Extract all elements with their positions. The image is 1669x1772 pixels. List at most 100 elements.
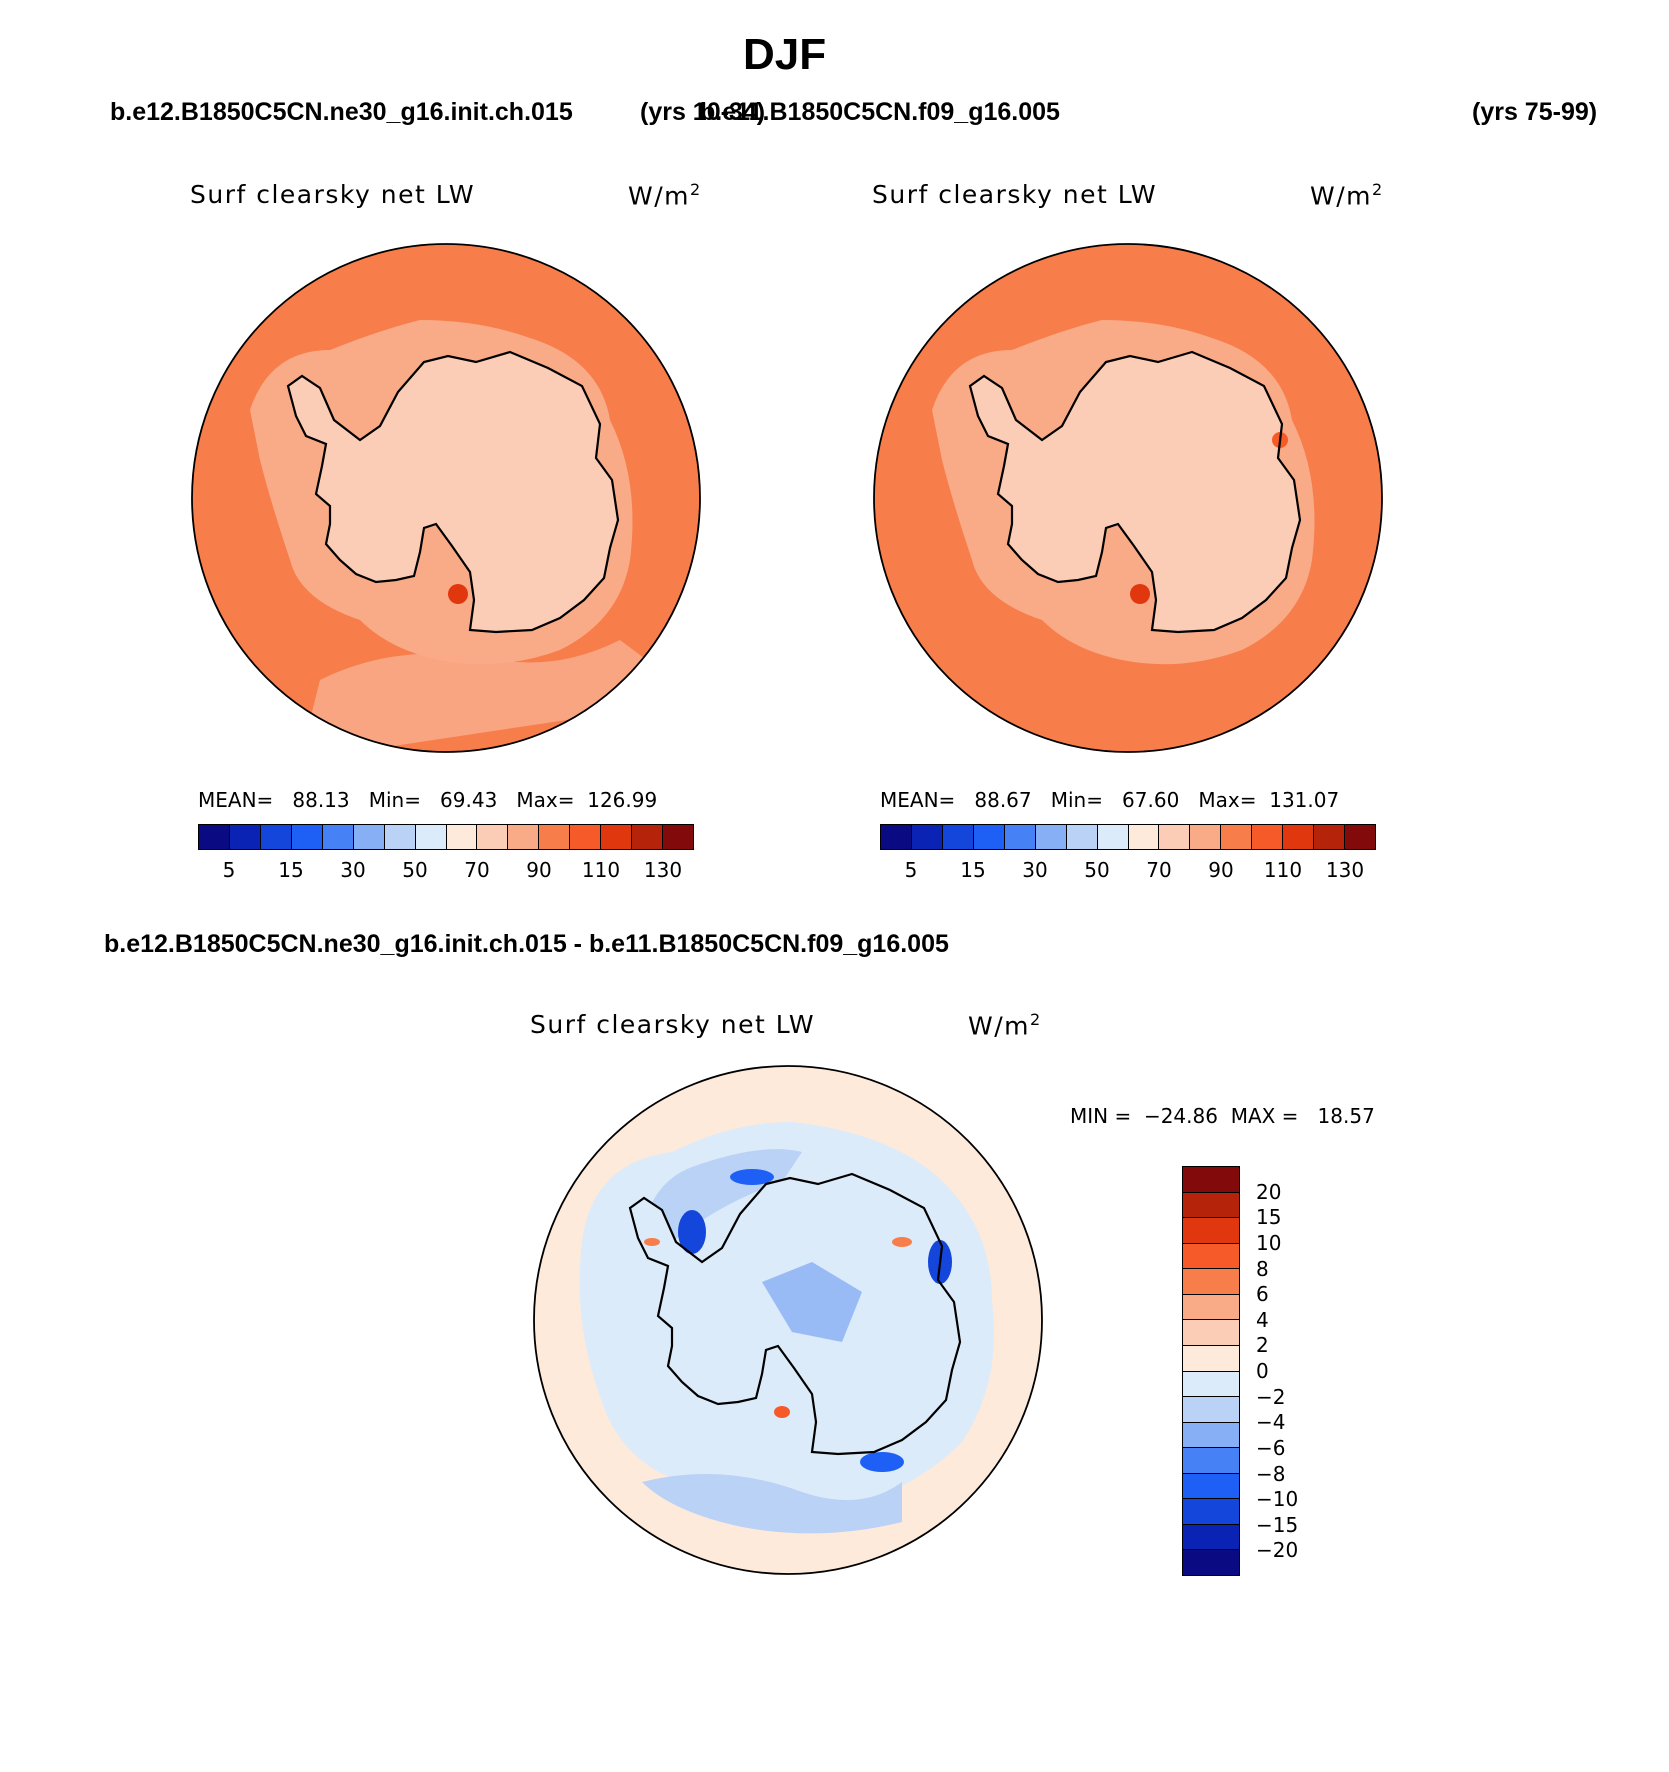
colorbar-swatch <box>352 825 384 849</box>
colorbar-swatch <box>1313 825 1345 849</box>
left-min-value: 69.43 <box>440 788 498 812</box>
colorbar-tick-label: 50 <box>1084 858 1110 882</box>
diff-map-strong-neg-1 <box>678 1210 706 1254</box>
right-mean-label: MEAN= <box>880 788 956 812</box>
diff-map-border <box>533 1065 1043 1575</box>
colorbar-swatch <box>383 825 415 849</box>
left-units-label: W/m2 <box>628 180 702 211</box>
colorbar-swatch <box>445 825 477 849</box>
colorbar-swatch <box>1183 1396 1239 1422</box>
colorbar-swatch <box>1003 825 1035 849</box>
colorbar-swatch <box>476 825 508 849</box>
diff-min-value: −24.86 <box>1143 1104 1218 1128</box>
colorbar-tick-label: 50 <box>402 858 428 882</box>
colorbar-tick-label: −6 <box>1256 1435 1286 1460</box>
right-map-hotspot <box>1130 584 1150 604</box>
colorbar-tick-label: −8 <box>1256 1461 1286 1486</box>
colorbar-swatch <box>1183 1191 1239 1218</box>
colorbar-swatch <box>1282 825 1314 849</box>
colorbar-tick-label: 90 <box>1208 858 1234 882</box>
colorbar-tick-label: 30 <box>340 858 366 882</box>
colorbar-swatch <box>600 825 632 849</box>
colorbar-tick-label: 130 <box>1325 858 1365 882</box>
colorbar-swatch <box>1158 825 1190 849</box>
colorbar-swatch <box>1183 1472 1239 1499</box>
colorbar-tick-label: 10 <box>1256 1230 1282 1255</box>
right-max-value: 131.07 <box>1269 788 1340 812</box>
colorbar-tick-label: 15 <box>1256 1205 1282 1230</box>
colorbar-swatch <box>941 825 973 849</box>
right-min-label: Min= <box>1050 788 1103 812</box>
left-max-label: Max= <box>516 788 575 812</box>
colorbar-swatch <box>1183 1167 1239 1192</box>
colorbar-swatch <box>1183 1217 1239 1243</box>
colorbar-swatch <box>569 825 601 849</box>
left-min-label: Min= <box>368 788 421 812</box>
colorbar-swatch <box>1183 1523 1239 1550</box>
colorbar-swatch <box>414 825 446 849</box>
left-mean-value: 88.13 <box>292 788 350 812</box>
diff-title: b.e12.B1850C5CN.ne30_g16.init.ch.015 - b… <box>104 930 949 958</box>
colorbar-tick-label: −10 <box>1256 1487 1299 1512</box>
colorbar-tick-label: 20 <box>1256 1179 1282 1204</box>
colorbar-tick-label: −15 <box>1256 1512 1299 1537</box>
colorbar-swatch <box>662 825 693 849</box>
colorbar-tick-label: −20 <box>1256 1538 1299 1563</box>
colorbar-tick-label: 8 <box>1256 1256 1269 1281</box>
diff-map-pos-1 <box>892 1237 912 1247</box>
colorbar-tick-label: 110 <box>1263 858 1303 882</box>
right-min-value: 67.60 <box>1122 788 1180 812</box>
diff-map-interior-neg <box>762 1262 862 1342</box>
colorbar-swatch <box>1183 1447 1239 1473</box>
diff-map-pos-2 <box>774 1406 790 1418</box>
colorbar-swatch <box>259 825 291 849</box>
colorbar-swatch <box>881 825 911 849</box>
colorbar-swatch <box>538 825 570 849</box>
colorbar-swatch <box>1183 1242 1239 1269</box>
colorbar-tick-label: 4 <box>1256 1307 1269 1332</box>
colorbar-swatch <box>1251 825 1283 849</box>
colorbar-swatch <box>1127 825 1159 849</box>
colorbar-tick-label: 5 <box>904 858 918 882</box>
left-map <box>192 244 700 752</box>
diff-variable-label: Surf clearsky net LW <box>530 1010 816 1039</box>
colorbar-tick-label: 2 <box>1256 1333 1269 1358</box>
right-map <box>874 244 1382 752</box>
case-b-years: (yrs 75-99) <box>1472 98 1598 126</box>
colorbar-swatch <box>1183 1370 1239 1397</box>
right-colorbar <box>880 824 1376 850</box>
colorbar-swatch <box>1189 825 1221 849</box>
difference-map <box>534 1066 1042 1574</box>
colorbar-tick-label: 6 <box>1256 1282 1269 1307</box>
diff-min-label: MIN = <box>1070 1104 1132 1128</box>
colorbar-swatch <box>1344 825 1375 849</box>
right-mean-value: 88.67 <box>974 788 1032 812</box>
diff-colorbar <box>1182 1166 1240 1576</box>
case-b-label: b.e11.B1850C5CN.f09_g16.005 <box>700 98 1060 126</box>
diff-map-strong-neg-4 <box>730 1169 774 1185</box>
colorbar-swatch <box>507 825 539 849</box>
colorbar-tick-label: 5 <box>222 858 236 882</box>
colorbar-tick-label: 70 <box>1146 858 1172 882</box>
colorbar-tick-label: 90 <box>526 858 552 882</box>
colorbar-swatch <box>321 825 353 849</box>
diff-map-strong-neg-3 <box>860 1452 904 1472</box>
colorbar-tick-label: 15 <box>278 858 304 882</box>
colorbar-tick-label: −4 <box>1256 1410 1286 1435</box>
diff-colorbar-ticks: 20 15 10 8 6 4 2 0 −2 −4 −6 −8 −10 −15 −20 <box>1256 1166 1336 1576</box>
colorbar-tick-label: 0 <box>1256 1359 1269 1383</box>
colorbar-swatch <box>1183 1344 1239 1371</box>
right-units-label: W/m2 <box>1310 180 1384 211</box>
left-colorbar <box>198 824 694 850</box>
colorbar-swatch <box>1065 825 1097 849</box>
left-max-value: 126.99 <box>587 788 658 812</box>
colorbar-swatch <box>1183 1549 1239 1575</box>
diff-max-label: MAX = <box>1230 1104 1299 1128</box>
right-map-border <box>873 243 1383 753</box>
left-map-plume <box>300 640 700 752</box>
colorbar-swatch <box>1183 1268 1239 1294</box>
colorbar-swatch <box>910 825 942 849</box>
diff-stats: MIN = −24.86 MAX = 18.57 <box>1070 1104 1375 1128</box>
colorbar-swatch <box>199 825 229 849</box>
colorbar-swatch <box>228 825 260 849</box>
